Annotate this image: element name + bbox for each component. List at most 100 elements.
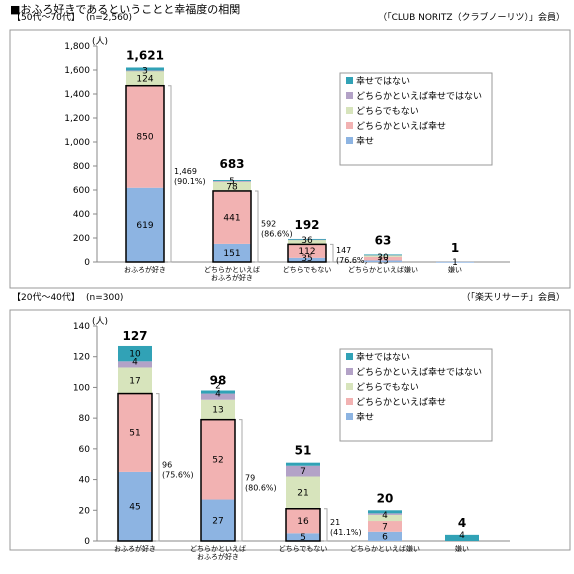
- chart1-category-label: おふろが好き: [211, 273, 253, 282]
- chart2-segment-label: 51: [129, 429, 140, 439]
- chart1-bar-segment: [288, 244, 326, 258]
- chart2-legend-swatch: [346, 413, 353, 420]
- chart2-group-label: 【20代〜40代】: [12, 292, 80, 303]
- chart2-y-tick-label: 60: [79, 445, 91, 455]
- chart1-bracket-pct: (76.6%): [336, 256, 368, 265]
- chart1-segment-label: 1: [452, 258, 458, 268]
- chart2-segment-label: 5: [300, 533, 306, 543]
- chart2-segment-label: 21: [297, 489, 308, 499]
- chart1-legend-swatch: [346, 77, 353, 84]
- chart1-segment-label: 441: [223, 213, 240, 223]
- chart1-y-tick-label: 1,000: [64, 138, 90, 148]
- chart1-bar-segment: [126, 67, 164, 71]
- chart1-bar-segment: [288, 240, 326, 245]
- chart2-category-label: どちらかといえば嫌い: [350, 544, 420, 553]
- chart2-bracket: [324, 508, 328, 542]
- chart2-legend-label: 幸せ: [356, 412, 374, 423]
- chart1-happy-outline: [125, 84, 165, 263]
- chart2-y-tick-label: 80: [79, 414, 91, 424]
- chart2-bar-segment: [118, 471, 152, 541]
- chart2-legend-swatch: [346, 383, 353, 390]
- chart1-total-label: 683: [219, 157, 244, 171]
- chart1-y-tick-label: 0: [84, 258, 90, 268]
- chart1-legend-label: どちらかといえば幸せではない: [356, 91, 482, 102]
- chart2-bar-segment: [118, 361, 152, 368]
- chart1-bar-segment: [213, 190, 251, 244]
- chart2-bar-segment: [286, 465, 320, 477]
- chart2-happy-outline: [200, 418, 236, 542]
- chart2-legend-swatch: [346, 353, 353, 360]
- chart1-legend-swatch: [346, 107, 353, 114]
- page-title: ■おふろ好きであるということと幸福度の相関: [10, 3, 241, 16]
- chart2-bar-segment: [368, 513, 402, 515]
- chart2-bracket: [239, 419, 243, 542]
- chart2-bar-segment: [286, 533, 320, 541]
- chart2-segment-label: 52: [212, 456, 223, 466]
- chart1-source-label: （「CLUB NORITZ（クラブノーリツ）」会員）: [378, 11, 565, 23]
- chart2-bracket-value: 79: [245, 473, 255, 482]
- chart1-y-tick-label: 1,200: [64, 114, 90, 124]
- chart1-bracket: [330, 243, 334, 263]
- chart2-segment-label: 27: [212, 516, 223, 526]
- chart2-unit-label: (人): [92, 316, 108, 327]
- chart1-happy-outline: [212, 190, 252, 263]
- chart2-segment-label: 16: [297, 517, 309, 527]
- chart1-bracket-pct: (86.6%): [261, 229, 293, 238]
- chart2-frame: [9, 309, 571, 551]
- chart2-segment-label: 4: [215, 390, 221, 400]
- chart2-happy-outline: [117, 392, 153, 542]
- chart1-segment-label: 13: [377, 256, 388, 266]
- chart2-bar-segment: [368, 521, 402, 532]
- chart2-total-label: 51: [295, 444, 312, 458]
- chart1-y-tick-label: 1,600: [64, 66, 90, 76]
- chart1-total-label: 1,621: [126, 48, 164, 62]
- chart1-legend-label: 幸せ: [356, 136, 374, 147]
- chart2-bar-segment: [201, 393, 235, 400]
- chart2-bracket-value: 96: [162, 460, 172, 469]
- chart2-bar-segment: [118, 393, 152, 472]
- chart2-category-label: おふろが好き: [197, 552, 239, 561]
- chart2-bar-segment: [201, 399, 235, 420]
- chart2-category-label: どちらでもない: [279, 545, 328, 553]
- chart2-segment-label: 4: [382, 511, 388, 521]
- chart1-segment-label: 151: [223, 249, 240, 259]
- chart2-total-label: 20: [377, 491, 394, 505]
- chart1-bracket-value: 147: [336, 246, 351, 255]
- chart2-category-label: おふろが好き: [114, 544, 156, 553]
- chart1-total-label: 1: [451, 241, 459, 255]
- chart1-y-tick-label: 400: [73, 210, 90, 220]
- chart2-legend-label: 幸せではない: [356, 352, 410, 363]
- chart2-bracket-value: 21: [330, 518, 340, 527]
- chart1-frame: [9, 29, 571, 289]
- chart1-segment-label: 30: [377, 253, 389, 263]
- chart2-category-label: 嫌い: [455, 544, 469, 553]
- chart1-bar-segment: [364, 260, 402, 262]
- chart2-extra-label: 2: [215, 382, 221, 392]
- chart2-category-label: どちらかといえば: [190, 544, 246, 553]
- chart2-total-label: 98: [210, 374, 227, 388]
- chart2-happy-outline: [285, 508, 321, 542]
- chart2-y-tick-label: 140: [73, 322, 90, 332]
- chart1-bracket-value: 592: [261, 219, 276, 228]
- chart2-bar-segment: [286, 462, 320, 466]
- chart1-group-label: 【50代〜70代】: [12, 12, 80, 23]
- chart2-segment-label: 6: [382, 532, 388, 542]
- chart2-bar-segment: [445, 534, 479, 541]
- chart1-bar-segment: [126, 187, 164, 262]
- chart1-unit-label: (人): [92, 36, 108, 47]
- chart1-bar-segment: [126, 70, 164, 72]
- chart1-bar-segment: [126, 85, 164, 188]
- chart1-bar-segment: [364, 255, 402, 257]
- chart2-bar-segment: [118, 367, 152, 394]
- chart1-legend-label: どちらかといえば幸せ: [356, 121, 446, 132]
- chart1-y-tick-label: 600: [73, 186, 90, 196]
- chart1-category-label: どちらかといえば: [204, 265, 260, 274]
- chart1-bracket-pct: (90.1%): [174, 177, 206, 186]
- chart2-legend-label: どちらでもない: [356, 382, 419, 393]
- chart1-happy-outline: [287, 243, 327, 263]
- chart1-total-label: 192: [294, 218, 319, 232]
- chart2-legend-swatch: [346, 398, 353, 405]
- chart2-bracket: [156, 393, 160, 542]
- chart1-category-label: 嫌い: [448, 265, 462, 274]
